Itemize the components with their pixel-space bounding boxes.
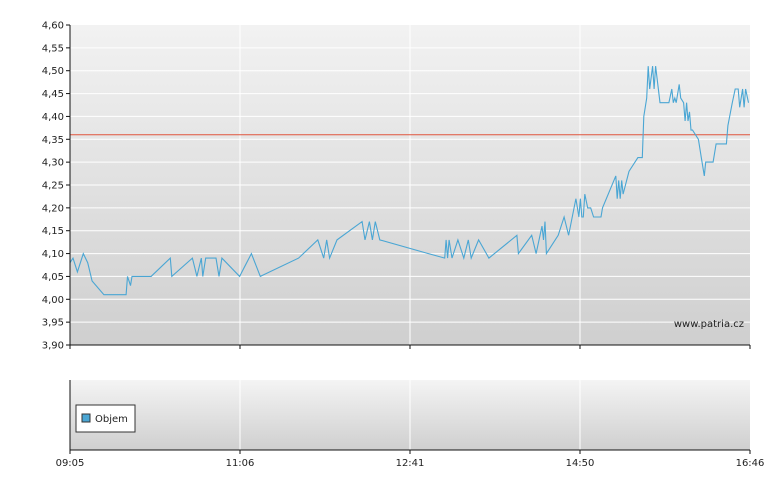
price-grid [70,25,750,345]
price-y-tick-label: 4,05 [42,272,64,283]
price-y-tick-label: 4,50 [42,66,64,77]
x-tick-label: 16:46 [736,458,765,469]
price-y-tick-label: 4,60 [42,21,64,32]
price-y-tick-label: 4,55 [42,43,64,54]
legend-label: Objem [95,414,128,425]
x-tick-label: 14:50 [566,458,595,469]
x-tick-label: 12:41 [396,458,425,469]
price-y-tick-label: 4,15 [42,226,64,237]
price-y-tick-label: 3,95 [42,318,64,329]
price-y-tick-label: 4,25 [42,181,64,192]
x-tick-label: 09:05 [56,458,85,469]
watermark: www.patria.cz [674,319,744,330]
price-x-ticks [69,345,751,349]
price-y-tick-label: 4,30 [42,158,64,169]
legend-swatch [81,413,91,423]
price-y-axis: 4,60 4,55 4,50 4,45 4,40 4,35 4,30 4,25 4,20 4,15… [42,21,70,352]
price-series-line [69,66,750,296]
price-y-tick-label: 4,00 [42,295,64,306]
price-y-tick-label: 4,10 [42,249,64,260]
price-y-tick-label: 4,45 [42,89,64,100]
volume-x-axis-ticks: 09:05 11:06 12:41 14:50 16:46 [56,450,765,469]
price-y-tick-label: 4,20 [42,203,64,214]
volume-grid [239,380,581,450]
price-y-tick-label: 4,40 [42,112,64,123]
price-y-tick-label: 4,35 [42,135,64,146]
price-y-tick-label: 3,90 [42,341,64,352]
volume-legend: Objem [75,404,136,433]
x-tick-label: 11:06 [226,458,255,469]
